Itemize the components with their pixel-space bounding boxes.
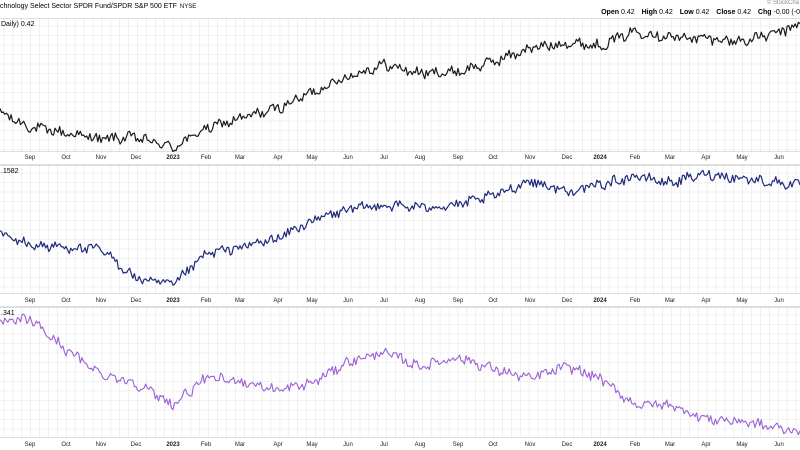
panel-3-label: .341 [1, 310, 15, 317]
x-tick-label: Feb [201, 442, 212, 448]
x-axis-band-2 [0, 294, 800, 305]
x-tick-label: May [736, 298, 747, 304]
x-tick-label: Jun [774, 298, 784, 304]
x-tick-label: Nov [96, 298, 107, 304]
x-tick-label: Aug [415, 298, 426, 304]
chg-value: -0.00 (-0 [773, 9, 800, 16]
x-tick-label: Jun [343, 442, 353, 448]
x-tick-label: May [306, 298, 317, 304]
x-tick-label: Jun [774, 442, 784, 448]
x-tick-label: Oct [61, 298, 71, 304]
x-tick-label: 2024 [593, 298, 607, 304]
x-tick-label: Dec [131, 442, 142, 448]
high-value: 0.42 [659, 9, 673, 16]
x-tick-label: Dec [562, 155, 573, 161]
close-label: Close [716, 9, 736, 16]
x-tick-label: 2023 [166, 155, 180, 161]
x-tick-label: Dec [131, 298, 142, 304]
close-value: 0.42 [737, 9, 751, 16]
x-tick-label: Feb [201, 155, 212, 161]
x-tick-label: Oct [488, 442, 498, 448]
x-tick-label: Sep [453, 155, 464, 161]
stockcharts-watermark: © StockCha [766, 0, 799, 6]
x-tick-label: Jul [380, 442, 388, 448]
x-tick-label: Dec [562, 442, 573, 448]
x-tick-label: Sep [25, 442, 36, 448]
open-label: Open [601, 9, 619, 16]
x-tick-label: Apr [701, 298, 710, 304]
x-tick-label: Jul [380, 155, 388, 161]
x-tick-label: Apr [273, 442, 282, 448]
series-line-panel-2 [0, 169, 800, 286]
x-tick-label: Apr [701, 155, 710, 161]
x-tick-label: 2023 [166, 298, 180, 304]
x-tick-label: Sep [453, 298, 464, 304]
x-tick-label: 2023 [166, 442, 180, 448]
x-tick-label: Mar [235, 155, 245, 161]
x-tick-label: Dec [562, 298, 573, 304]
x-tick-label: Jul [380, 298, 388, 304]
symbol-title: chnology Select Sector SPDR Fund/SPDR S&… [0, 3, 177, 10]
x-tick-label: Mar [235, 298, 245, 304]
x-tick-label: May [306, 442, 317, 448]
x-tick-label: Feb [630, 442, 641, 448]
low-label: Low [679, 9, 694, 16]
open-value: 0.42 [620, 9, 635, 16]
low-value: 0.42 [695, 9, 710, 16]
x-tick-label: Nov [525, 155, 536, 161]
x-tick-label: Apr [273, 298, 282, 304]
x-tick-label: May [306, 155, 317, 161]
panel-3-background [0, 307, 800, 438]
x-tick-label: Mar [235, 442, 245, 448]
x-tick-label: Mar [665, 298, 675, 304]
x-tick-label: Aug [415, 442, 426, 448]
x-tick-label: Apr [701, 442, 710, 448]
x-tick-label: Feb [630, 155, 641, 161]
high-label: High [641, 9, 658, 16]
x-tick-label: Sep [25, 155, 36, 161]
chart-header: chnology Select Sector SPDR Fund/SPDR S&… [0, 0, 800, 18]
x-tick-label: Oct [488, 155, 498, 161]
series-line-panel-3 [0, 313, 800, 436]
x-tick-label: Sep [25, 298, 36, 304]
x-axis-band-3 [0, 438, 800, 449]
chart-title: chnology Select Sector SPDR Fund/SPDR S&… [0, 3, 196, 10]
exchange-label: NYSE [179, 4, 197, 10]
x-tick-label: Oct [488, 298, 498, 304]
series-line-panel-1 [0, 21, 800, 153]
x-tick-label: Nov [96, 155, 107, 161]
x-tick-label: Nov [96, 442, 107, 448]
x-tick-label: Aug [415, 155, 426, 161]
x-tick-label: Feb [201, 298, 212, 304]
panel-2-background [0, 165, 800, 294]
ohlc-readout: Open 0.42 High 0.42 Low 0.42 Close 0.42 Chg -… [596, 9, 800, 16]
chg-label: Chg [757, 9, 772, 16]
x-tick-label: Mar [665, 155, 675, 161]
x-tick-label: May [736, 155, 747, 161]
x-tick-label: Nov [525, 298, 536, 304]
x-tick-label: Mar [665, 442, 675, 448]
x-tick-label: 2024 [593, 155, 607, 161]
x-tick-label: Sep [453, 442, 464, 448]
x-tick-label: Jun [343, 155, 353, 161]
x-tick-label: Oct [61, 442, 71, 448]
x-tick-label: Feb [630, 298, 641, 304]
panel-1-label: Daily) 0.42 [1, 21, 35, 28]
panel-2-label: .1582 [1, 168, 19, 175]
x-tick-label: Dec [131, 155, 142, 161]
panel-1-background [0, 18, 800, 152]
x-tick-label: Apr [273, 155, 282, 161]
x-tick-label: Jun [343, 298, 353, 304]
x-axis-band-1 [0, 152, 800, 162]
x-tick-label: Nov [525, 442, 536, 448]
x-tick-label: 2024 [593, 442, 607, 448]
x-tick-label: May [736, 442, 747, 448]
x-tick-label: Oct [61, 155, 71, 161]
x-tick-label: Jun [774, 155, 784, 161]
